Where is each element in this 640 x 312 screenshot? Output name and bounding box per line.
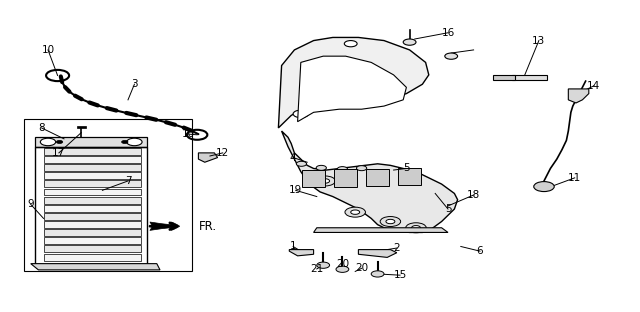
Text: 13: 13 [532,36,545,46]
Text: 17: 17 [52,148,65,158]
Text: 4: 4 [290,153,296,163]
Circle shape [316,165,326,170]
Circle shape [40,138,56,146]
Polygon shape [302,170,325,187]
Circle shape [406,223,426,233]
Circle shape [384,88,399,96]
Polygon shape [44,197,141,203]
Circle shape [315,176,335,186]
Circle shape [534,182,554,192]
Circle shape [445,53,458,59]
Polygon shape [44,188,141,195]
Circle shape [321,179,330,183]
Polygon shape [366,169,389,186]
Polygon shape [44,254,141,261]
Polygon shape [398,168,421,185]
Circle shape [380,217,401,227]
Polygon shape [44,205,141,212]
Circle shape [386,219,395,224]
Text: 5: 5 [445,204,451,214]
Polygon shape [289,250,314,256]
Polygon shape [314,228,448,232]
Text: 20: 20 [355,263,368,273]
Circle shape [127,138,142,146]
Polygon shape [44,246,141,252]
Circle shape [293,110,308,118]
Polygon shape [44,148,141,155]
Text: 19: 19 [289,185,302,195]
Text: 10: 10 [42,45,54,55]
Circle shape [345,207,365,217]
Text: 16: 16 [442,28,454,38]
Polygon shape [358,250,397,257]
Polygon shape [568,89,589,103]
Polygon shape [44,164,141,171]
Text: 5: 5 [403,163,410,173]
Text: 10: 10 [182,129,195,139]
Text: 14: 14 [588,81,600,91]
Text: 18: 18 [467,190,480,200]
Polygon shape [44,156,141,163]
Polygon shape [198,153,218,162]
Polygon shape [512,75,547,80]
Polygon shape [35,137,147,147]
Text: 1: 1 [290,241,296,251]
Polygon shape [298,56,406,122]
Polygon shape [334,169,357,187]
Text: FR.: FR. [198,220,216,233]
Polygon shape [77,126,86,128]
Circle shape [336,266,349,272]
Text: 11: 11 [568,173,581,183]
Polygon shape [44,213,141,220]
Text: 3: 3 [131,79,138,89]
Circle shape [403,39,416,45]
Circle shape [296,161,307,166]
Polygon shape [31,264,160,270]
Circle shape [122,140,128,144]
Text: 8: 8 [38,123,45,133]
Circle shape [344,41,357,47]
Polygon shape [278,37,429,128]
Polygon shape [44,229,141,236]
Circle shape [56,140,63,144]
Text: 12: 12 [216,148,229,158]
Circle shape [412,226,420,230]
Circle shape [371,271,384,277]
Polygon shape [493,75,515,80]
Polygon shape [282,131,458,232]
Circle shape [337,167,348,172]
Text: 7: 7 [125,176,131,186]
Circle shape [351,210,360,214]
Text: 21: 21 [310,264,323,274]
Polygon shape [44,180,141,187]
Text: 6: 6 [477,246,483,256]
Polygon shape [44,172,141,179]
Text: 20: 20 [336,259,349,269]
Text: 9: 9 [28,199,34,209]
Text: 2: 2 [394,243,400,253]
Circle shape [356,166,367,171]
Text: 15: 15 [394,270,406,280]
Circle shape [317,262,330,268]
Polygon shape [538,184,550,189]
Polygon shape [44,221,141,228]
Polygon shape [44,237,141,244]
